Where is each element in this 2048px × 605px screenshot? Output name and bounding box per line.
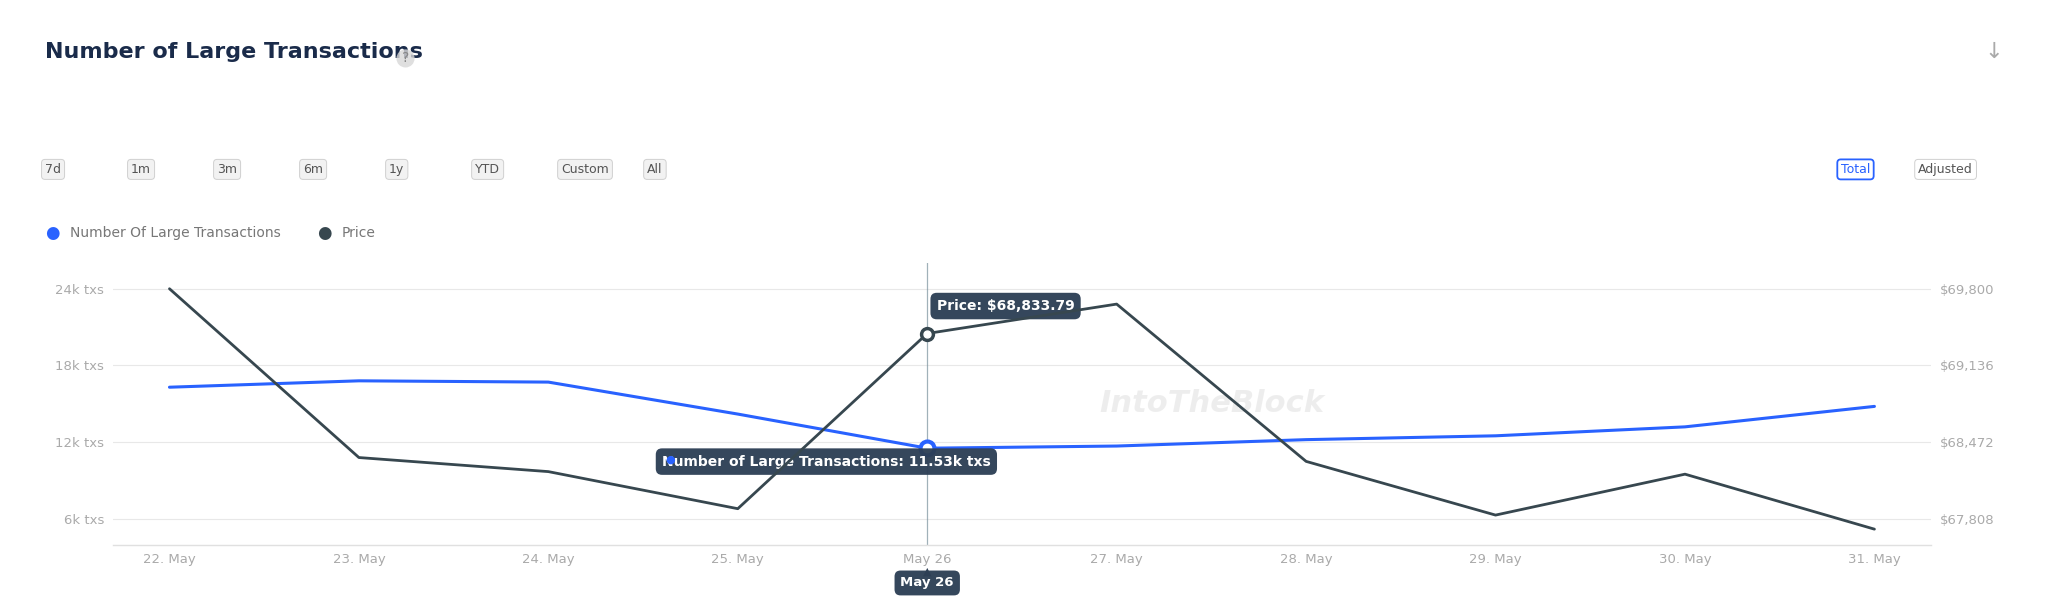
Text: ▲: ▲ [924, 566, 932, 576]
Text: ↓: ↓ [1985, 42, 2003, 62]
Text: ●: ● [666, 454, 676, 465]
Text: Price: Price [342, 226, 377, 240]
Text: 3m: 3m [217, 163, 238, 176]
Text: Total: Total [1841, 163, 1870, 176]
Text: 7d: 7d [45, 163, 61, 176]
Text: Custom: Custom [561, 163, 608, 176]
Text: IntoTheBlock: IntoTheBlock [1100, 390, 1323, 418]
Text: Number Of Large Transactions: Number Of Large Transactions [70, 226, 281, 240]
Text: ●: ● [317, 224, 332, 242]
Text: 6m: 6m [303, 163, 324, 176]
Text: 1m: 1m [131, 163, 152, 176]
Text: Number of Large Transactions: 11.53k txs: Number of Large Transactions: 11.53k txs [662, 454, 991, 469]
Text: Adjusted: Adjusted [1919, 163, 1972, 176]
Text: ?: ? [401, 51, 410, 65]
Text: Number of Large Transactions: Number of Large Transactions [45, 42, 424, 62]
Text: May 26: May 26 [901, 577, 954, 589]
Text: Price: $68,833.79: Price: $68,833.79 [936, 299, 1075, 313]
Text: ●: ● [45, 224, 59, 242]
Text: All: All [647, 163, 664, 176]
Text: YTD: YTD [475, 163, 500, 176]
Text: 1y: 1y [389, 163, 403, 176]
